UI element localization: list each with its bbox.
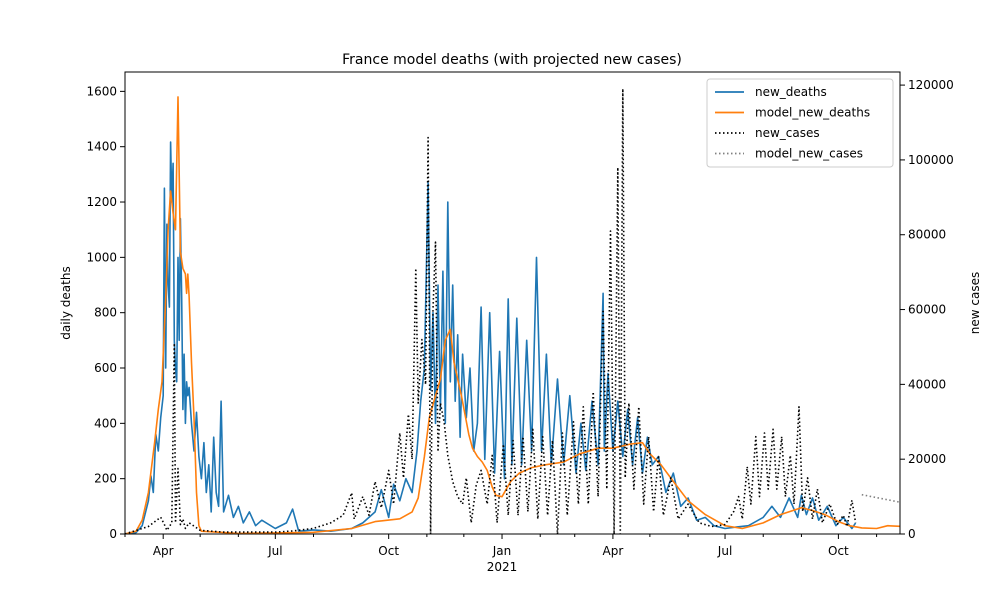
y-axis-left-title: daily deaths	[59, 266, 73, 339]
series-line-model-new-deaths	[125, 96, 900, 534]
x-year-label: 2021	[487, 560, 518, 574]
y-right-tick-label: 40000	[908, 377, 946, 391]
legend-label-model-new-cases: model_new_cases	[755, 147, 863, 161]
y-left-tick-label: 1000	[86, 250, 117, 264]
x-tick-label: Jul	[267, 544, 282, 558]
y-right-tick-label: 20000	[908, 452, 946, 466]
y-left-tick-label: 200	[94, 472, 117, 486]
plot-area	[124, 71, 901, 535]
y-left-tick-label: 800	[94, 306, 117, 320]
x-tick-label: Jul	[717, 544, 732, 558]
y-right-tick-label: 60000	[908, 303, 946, 317]
x-tick-label: Jan	[492, 544, 512, 558]
y-axis-right-title: new cases	[968, 272, 982, 334]
legend-box	[706, 78, 894, 168]
y-right-tick-label: 80000	[908, 228, 946, 242]
legend-label-new-deaths: new_deaths	[755, 85, 827, 99]
legend-label-model-new-deaths: model_new_deaths	[755, 106, 870, 120]
legend-label-new-cases: new_cases	[755, 126, 820, 140]
y-left-tick-label: 400	[94, 416, 117, 430]
y-left-tick-label: 600	[94, 361, 117, 375]
x-axis: 2021 Apr Jul Oct Jan Apr Jul Oct	[124, 534, 878, 574]
series-line-new-deaths	[125, 141, 857, 534]
x-tick-label: Apr	[153, 544, 174, 558]
series-line-model-new-cases	[861, 493, 900, 503]
plot-frame	[124, 71, 901, 535]
y-left-tick-label: 0	[109, 527, 117, 541]
y-right-tick-label: 100000	[908, 153, 954, 167]
y-right-tick-label: 0	[908, 527, 916, 541]
chart-title: France model deaths (with projected new …	[342, 52, 682, 68]
legend: new_deaths model_new_deaths new_casesmodel…	[706, 78, 894, 168]
y-right-tick-label: 120000	[908, 78, 954, 92]
y-left-tick-label: 1200	[86, 195, 117, 209]
x-tick-label: Oct	[828, 544, 849, 558]
x-tick-label: Oct	[378, 544, 399, 558]
y-axis-right: new cases 0 20000 40000 60000 80000 100000 120…	[900, 78, 982, 541]
series-layer	[125, 88, 900, 534]
x-tick-label: Apr	[603, 544, 624, 558]
y-left-tick-label: 1400	[86, 140, 117, 154]
y-axis-left: daily deaths 0 200 400 600 800 1000 1200 1400 16…	[59, 84, 125, 541]
y-left-tick-label: 1600	[86, 84, 117, 98]
